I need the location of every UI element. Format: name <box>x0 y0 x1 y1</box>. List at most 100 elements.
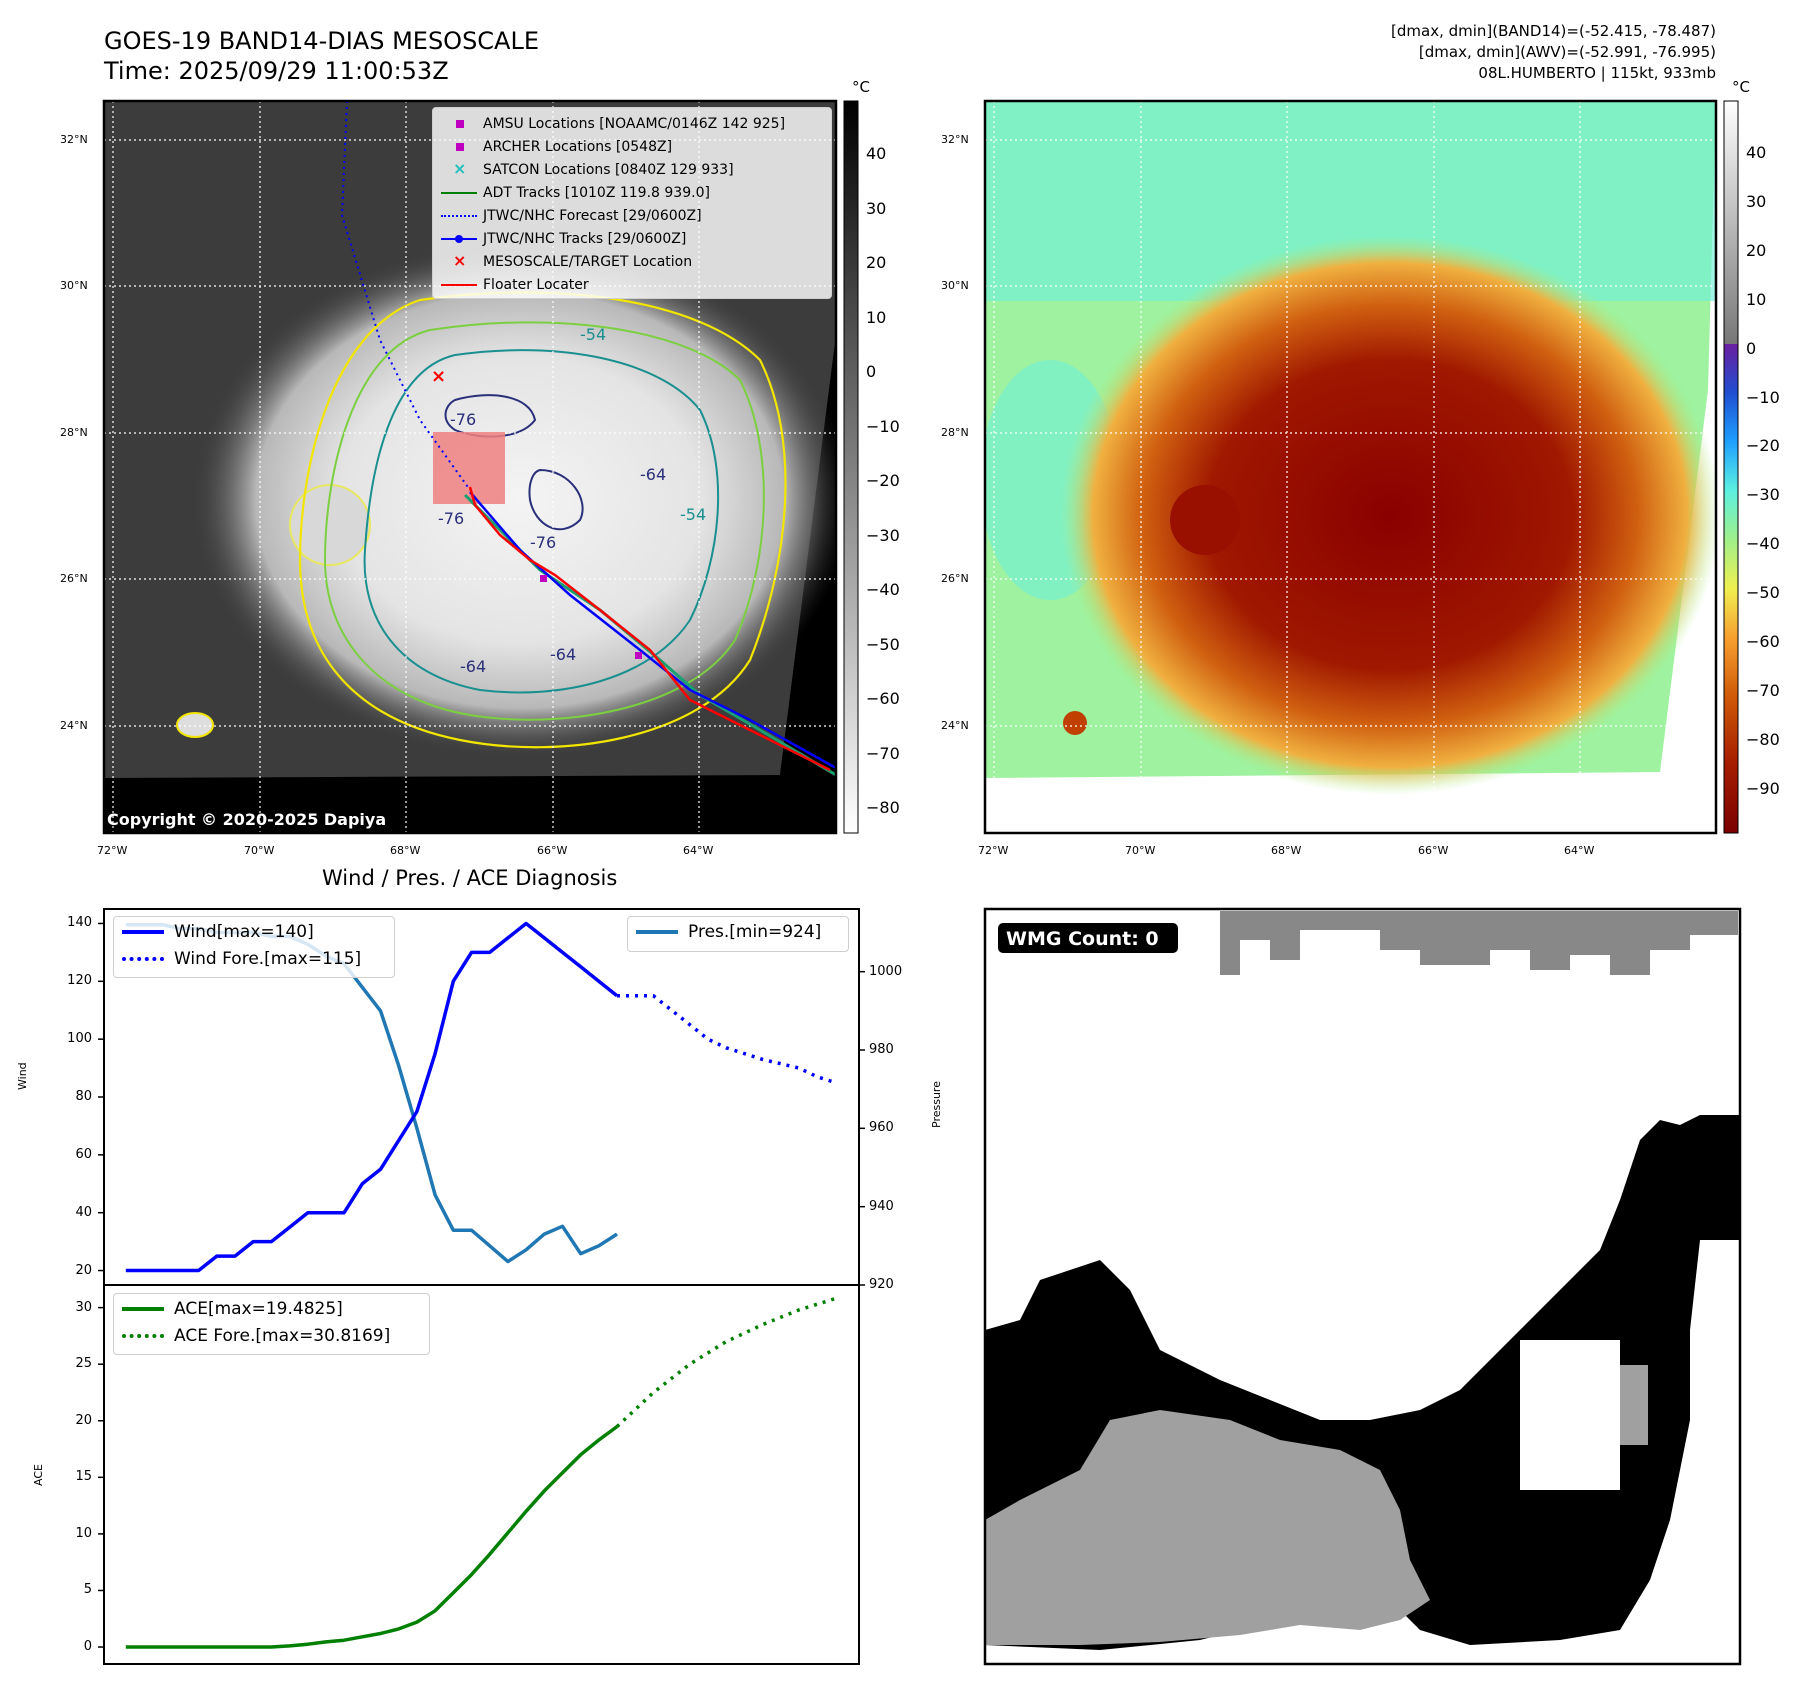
chart-legend-item: ACE[max=19.4825] <box>114 1299 429 1319</box>
amsu-marker <box>540 575 547 582</box>
contour-label: -54 <box>580 325 606 344</box>
ir-storm-cloud <box>190 240 836 760</box>
lon-label: 68°W <box>1271 844 1302 857</box>
color-colorbar-tick: 10 <box>1746 289 1767 309</box>
color-frame <box>983 99 1718 835</box>
contour-label: -64 <box>640 465 666 484</box>
legend-symbol-icon <box>441 229 477 249</box>
gray-colorbar-tick: −50 <box>866 634 900 654</box>
gray-colorbar-tick: −80 <box>866 798 900 817</box>
archer-marker <box>635 652 642 659</box>
pressure-tick-label: 960 <box>869 1120 894 1136</box>
legend-label: JTWC/NHC Tracks [29/0600Z] <box>483 231 687 247</box>
ir-frame <box>102 99 838 835</box>
gray-colorbar-unit: °C <box>852 78 870 96</box>
legend-label: JTWC/NHC Forecast [29/0600Z] <box>483 208 702 224</box>
ace-legend: ACE[max=19.4825] ACE Fore.[max=30.8169] <box>113 1293 430 1355</box>
legend-label: Wind[max=140] <box>174 922 314 942</box>
mesoscale-target-box <box>433 432 505 504</box>
gray-colorbar-tick: −70 <box>866 743 900 763</box>
figure-title-line1: GOES-19 BAND14-DIAS MESOSCALE <box>104 27 540 55</box>
wind-legend: Wind[max=140] Wind Fore.[max=115] <box>113 916 395 978</box>
legend-label: ARCHER Locations [0548Z] <box>483 139 673 155</box>
wind-tick-label: 60 <box>75 1146 92 1162</box>
color-storm <box>1060 235 1716 795</box>
map-legend-item: ARCHER Locations [0548Z] <box>433 137 831 157</box>
map-legend-item: ADT Tracks [1010Z 119.8 939.0] <box>433 183 831 203</box>
map-legend-item: Floater Locater <box>433 275 831 295</box>
contour-label: -76 <box>438 509 464 528</box>
gray-colorbar-tick: −30 <box>866 525 900 545</box>
map-legend-item: × SATCON Locations [0840Z 129 933] <box>433 159 831 180</box>
contour-label: -76 <box>530 533 556 552</box>
wmg-panel: WMG Count: 0 <box>983 907 1742 1666</box>
color-small-cell <box>1063 711 1087 735</box>
ace-tick-label: 15 <box>75 1469 92 1485</box>
color-colorbar-tick: −80 <box>1746 729 1780 749</box>
chart-legend-item: Wind[max=140] <box>114 922 394 942</box>
color-panel <box>983 99 1718 835</box>
info-line2: [dmax, dmin](AWV)=(-52.991, -76.995) <box>1418 43 1716 61</box>
lon-label: 72°W <box>978 844 1009 857</box>
legend-label: ADT Tracks [1010Z 119.8 939.0] <box>483 185 710 201</box>
jtwc-track <box>469 491 836 770</box>
legend-line-icon <box>122 1299 164 1319</box>
lat-label: 24°N <box>60 719 88 732</box>
color-gridlines <box>985 101 1716 833</box>
legend-symbol-icon <box>441 183 477 203</box>
gray-colorbar-tick: −10 <box>866 416 900 436</box>
lat-label: 30°N <box>941 279 969 292</box>
lat-label: 28°N <box>941 426 969 439</box>
map-legend-item: JTWC/NHC Forecast [29/0600Z] <box>433 206 831 226</box>
ace-tick-label: 10 <box>75 1525 92 1541</box>
gray-colorbar-tick: −20 <box>866 471 900 490</box>
legend-label: SATCON Locations [0840Z 129 933] <box>483 162 734 178</box>
figure-title-line2: Time: 2025/09/29 11:00:53Z <box>104 57 449 85</box>
legend-label: AMSU Locations [NOAAMC/0146Z 142 925] <box>483 116 786 132</box>
contour-label: -64 <box>460 657 486 676</box>
ace-tick-label: 20 <box>75 1412 92 1428</box>
colorbar-color <box>1723 100 1739 834</box>
wmg-frame <box>983 907 1742 1666</box>
ace-forecast-line <box>615 1296 836 1428</box>
legend-symbol-icon <box>441 206 477 226</box>
lon-label: 68°W <box>390 844 421 857</box>
color-colorbar-tick: 20 <box>1746 240 1767 260</box>
contour-label: -76 <box>450 410 476 429</box>
lon-label: 72°W <box>97 844 128 857</box>
wmg-gray-bottom <box>985 1410 1430 1645</box>
wind-tick-label: 120 <box>67 973 92 989</box>
legend-label: MESOSCALE/TARGET Location <box>483 254 693 270</box>
wmg-badge-bg <box>998 923 1178 953</box>
wmg-gray-patch <box>1620 1365 1648 1445</box>
legend-symbol-icon: × <box>453 159 467 178</box>
legend-label: Wind Fore.[max=115] <box>174 949 362 969</box>
lat-label: 26°N <box>941 572 969 585</box>
ace-axis-label: ACE <box>32 1464 45 1486</box>
lat-label: 30°N <box>60 279 88 292</box>
legend-label: ACE Fore.[max=30.8169] <box>174 1326 391 1346</box>
info-line3: 08L.HUMBERTO | 115kt, 933mb <box>1478 64 1716 82</box>
chart-legend-item: Wind Fore.[max=115] <box>114 949 394 969</box>
color-colorbar-tick: −50 <box>1746 583 1780 603</box>
wind-axis-label: Wind <box>16 1062 29 1090</box>
gray-colorbar-tick: 0 <box>866 362 877 381</box>
ir-swath-edge <box>780 101 836 780</box>
ace-tick-label: 0 <box>83 1639 92 1655</box>
lat-label: 28°N <box>60 426 88 439</box>
lon-label: 70°W <box>244 844 275 857</box>
contour-green <box>323 321 765 721</box>
gray-colorbar-tick: 30 <box>866 198 887 218</box>
wind-tick-label: 100 <box>67 1031 92 1047</box>
legend-symbol-icon: × <box>453 251 467 270</box>
small-cell <box>176 712 214 738</box>
wmg-count-badge: WMG Count: 0 <box>1006 928 1159 950</box>
color-colorbar-tick: 40 <box>1746 143 1767 162</box>
contour-navy-2 <box>528 468 584 531</box>
color-colorbar-tick: −40 <box>1746 534 1780 554</box>
lon-label: 70°W <box>1125 844 1156 857</box>
wind-tick-label: 80 <box>75 1089 92 1104</box>
contour-label: -54 <box>680 505 706 524</box>
color-outer-cell <box>1170 485 1240 555</box>
lat-label: 24°N <box>941 719 969 732</box>
